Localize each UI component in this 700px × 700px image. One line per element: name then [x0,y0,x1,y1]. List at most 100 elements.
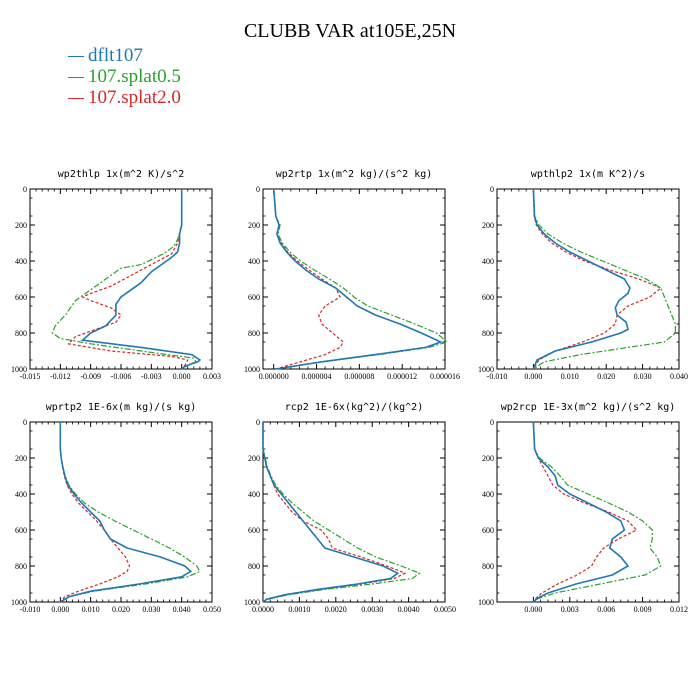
legend-swatch-splat05 [68,77,84,79]
plot-frame [29,188,213,370]
y-tick-label: 200 [15,454,27,463]
chart-panel-2: wp2rtp 1x(m^2 kg)/(s^2 kg) 0.000000 0.0000… [244,169,460,381]
x-tick-label: 0.040 [173,605,191,614]
x-tick-label: 0.010 [561,372,579,381]
y-tick-label: 0 [23,185,27,194]
x-tick-label: -0.010 [487,372,508,381]
panel-title: rcp2 1E-6x(kg^2)/(kg^2) [285,402,423,413]
y-tick-label: 1000 [478,598,494,607]
x-tick-label: -0.006 [111,372,132,381]
x-tick-label: 0.000008 [344,372,374,381]
legend-label: dflt107 [88,45,143,66]
y-tick-label: 400 [248,490,260,499]
y-tick-label: 0 [256,418,260,427]
x-tick-label: 0.000 [524,605,542,614]
plot-frame [496,188,680,370]
x-tick-label: 0.0040 [398,605,420,614]
legend-item-splat05: 107.splat0.5 [68,67,181,87]
legend-swatch-dflt107 [68,56,84,58]
x-tick-label: 0.010 [82,605,100,614]
panel-title: wp2rcp 1E-3x(m^2 kg)/(s^2 kg) [501,402,676,413]
x-tick-label: -0.010 [20,605,41,614]
x-tick-label: 0.012 [670,605,688,614]
series-line-107.splat0.5 [59,422,201,603]
x-tick-label: 0.0000 [252,605,274,614]
plot-frame [262,421,446,603]
x-tick-label: 0.0030 [361,605,383,614]
series-line-dflt107 [262,422,400,603]
panel-title: wpthlp2 1x(m K^2)/s [531,169,645,180]
y-tick-label: 0 [490,185,494,194]
x-tick-label: 0.000016 [430,372,460,381]
series-line-107.splat2.0 [532,188,662,370]
y-tick-label: 400 [248,257,260,266]
x-tick-label: -0.015 [20,372,41,381]
x-tick-label: 0.0050 [434,605,456,614]
x-tick-label: 0.000000 [259,372,289,381]
series-line-dflt107 [532,421,630,603]
x-tick-label: 0.000012 [387,372,417,381]
series-line-107.splat2.0 [262,422,407,603]
x-tick-label: 0.050 [203,605,221,614]
series-line-107.splat0.5 [51,189,197,370]
x-tick-label: 0.020 [112,605,130,614]
y-tick-label: 800 [248,562,260,571]
series-line-dflt107 [80,189,202,370]
y-tick-label: 1000 [244,598,260,607]
series-line-dflt107 [272,188,443,370]
y-tick-label: 0 [23,418,27,427]
y-tick-label: 1000 [478,365,494,374]
y-tick-label: 200 [15,221,27,230]
y-tick-label: 400 [15,490,27,499]
series-line-dflt107 [532,188,631,370]
panel-title: wp2rtp 1x(m^2 kg)/(s^2 kg) [276,169,433,180]
y-tick-label: 1000 [244,365,260,374]
chart-panel-1: wp2thlp 1x(m^2 K)/s^2 -0.015 -0.012 -0.009 -… [11,169,221,381]
series-line-107.splat2.0 [273,188,345,370]
y-tick-label: 600 [15,526,27,535]
legend-label: 107.splat2.0 [88,87,181,108]
chart-panel-6: wp2rcp 1E-3x(m^2 kg)/(s^2 kg) 0.000 0.003 0… [478,402,688,614]
x-tick-label: 0.0010 [288,605,310,614]
series-line-107.splat0.5 [273,188,449,370]
x-tick-label: -0.009 [80,372,101,381]
x-tick-label: 0.003 [203,372,221,381]
plot-frame [496,421,680,603]
y-tick-label: 200 [482,221,494,230]
x-tick-label: -0.003 [141,372,162,381]
plot-frame [262,188,446,370]
series-line-107.splat2.0 [67,189,189,370]
x-tick-label: 0.030 [634,372,652,381]
figure-title: CLUBB VAR at105E,25N [243,20,457,42]
series-line-dflt107 [59,422,193,603]
panel-title: wp2thlp 1x(m^2 K)/s^2 [58,169,184,180]
y-tick-label: 800 [15,562,27,571]
y-tick-label: 0 [490,418,494,427]
y-tick-label: 600 [15,293,27,302]
y-tick-label: 400 [482,257,494,266]
legend-item-dflt107: dflt107 [68,46,143,66]
x-tick-label: 0.006 [597,605,615,614]
y-tick-label: 600 [482,293,494,302]
y-tick-label: 600 [248,293,260,302]
legend-label: 107.splat0.5 [88,66,181,87]
legend-item-splat20: 107.splat2.0 [68,88,181,108]
chart-panel-5: rcp2 1E-6x(kg^2)/(kg^2) 0.0000 0.0010 0.002… [244,402,456,614]
y-tick-label: 400 [482,490,494,499]
x-tick-label: 0.020 [597,372,615,381]
panel-title: wprtp2 1E-6x(m kg)/(s kg) [46,402,197,413]
y-tick-label: 1000 [11,598,27,607]
y-tick-label: 800 [482,329,494,338]
x-tick-label: 0.000 [524,372,542,381]
y-tick-label: 800 [15,329,27,338]
x-tick-label: 0.000 [51,605,69,614]
x-tick-label: 0.009 [634,605,652,614]
y-tick-label: 600 [248,526,260,535]
x-tick-label: -0.012 [50,372,71,381]
series-line-107.splat2.0 [532,421,638,603]
legend-swatch-splat20 [68,98,84,100]
series-line-107.splat0.5 [532,421,662,603]
chart-panel-4: wprtp2 1E-6x(m kg)/(s kg) -0.010 0.000 0.01… [11,402,221,614]
